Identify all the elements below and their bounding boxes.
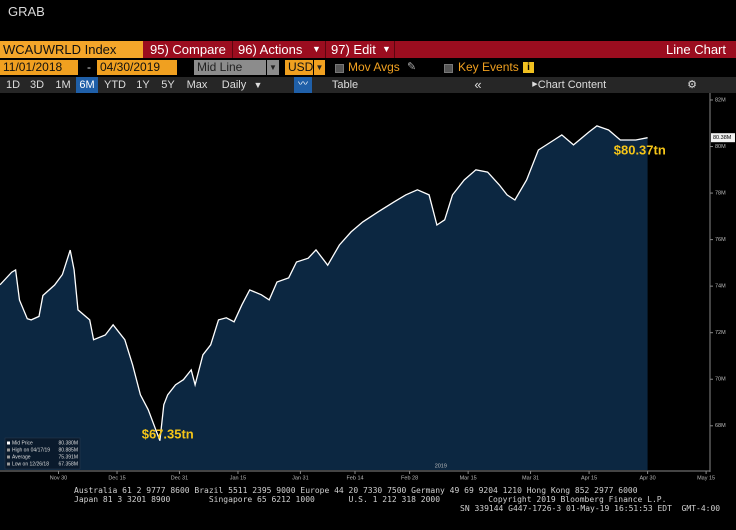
x-tick-label: Feb 28 (401, 475, 418, 481)
dropdown-arrow: ▼ (382, 44, 391, 54)
period-button[interactable]: 1D (5, 79, 21, 91)
legend-value: 67.358M (59, 461, 78, 467)
legend-swatch (7, 441, 10, 445)
y-tick-label: 70M (715, 377, 726, 383)
last-value-tag (711, 133, 735, 143)
x-tick-label: Dec 31 (171, 475, 188, 481)
legend-swatch (7, 448, 10, 452)
footer-line: Japan 81 3 3201 8900 Singapore 65 6212 1… (74, 495, 667, 504)
view-name: Line Chart (666, 42, 726, 57)
checkbox[interactable] (444, 64, 453, 73)
price-line (0, 125, 648, 441)
dropdown-arrow: ▼ (312, 44, 321, 54)
command-bar: WCAUWRLD Index 95) Compare 96) Actions ▼… (0, 41, 736, 58)
x-tick-label: Dec 15 (108, 475, 125, 481)
y-tick-label: 80M (715, 144, 726, 150)
legend-swatch (7, 455, 10, 459)
legend-label: Average (12, 454, 31, 460)
legend-box (4, 437, 81, 470)
legend-label: Mid Price (12, 440, 33, 446)
period-button[interactable]: 1M (55, 79, 71, 91)
period-button[interactable]: 5Y (161, 79, 175, 91)
end-date[interactable]: 04/30/2019 (97, 60, 177, 75)
legend-value: 80.380M (59, 440, 78, 446)
footer-line: SN 339144 G447-1726-3 01-May-19 16:51:53… (460, 504, 721, 513)
content-arrow: ▶ (532, 81, 538, 88)
y-tick-label: 74M (715, 284, 726, 290)
currency[interactable]: USD (285, 60, 313, 75)
chart: 68M 70M 72M 74M 76M 78M 80M 82M Nov 30 Dec 15 Dec … (0, 93, 735, 481)
menu-edit[interactable]: 97) Edit (331, 42, 376, 57)
x-tick-label: May 15 (697, 475, 715, 481)
collapse-button[interactable]: « (474, 77, 482, 92)
x-tick-label: Mar 31 (522, 475, 539, 481)
legend-value: 75.391M (59, 454, 78, 460)
period-button[interactable]: 6M (76, 77, 98, 93)
table-button[interactable]: Table (331, 79, 359, 91)
line-icon[interactable]: 〰 (294, 77, 312, 93)
menu-compare[interactable]: 95) Compare (150, 42, 226, 57)
chart-content[interactable]: Chart Content (537, 79, 607, 91)
y-tick-label: 82M (715, 97, 726, 103)
period-button[interactable]: Max (186, 79, 208, 91)
legend-label: Low on 12/26/18 (12, 461, 49, 467)
y-tick-label: 78M (715, 191, 726, 197)
toolbar: 1D 3D 1M 6M YTD 1Y 5Y Max Daily ▼ 〰 Table « Chart Con… (0, 77, 736, 93)
checkbox[interactable] (335, 64, 344, 73)
mov-avgs[interactable]: Mov Avgs (348, 60, 400, 74)
footer-line: Australia 61 2 9777 8600 Brazil 5511 239… (74, 486, 638, 495)
x-tick-label: Apr 30 (639, 475, 655, 481)
annotation: $67.35tn (142, 427, 194, 442)
frequency[interactable]: Daily (221, 79, 247, 91)
period-button[interactable]: YTD (104, 79, 126, 91)
key-events[interactable]: Key Events (458, 60, 519, 74)
menu-actions[interactable]: 96) Actions (238, 42, 303, 57)
legend-swatch (7, 462, 10, 466)
price-type[interactable]: Mid Line (194, 60, 266, 75)
date-separator: - (87, 60, 91, 74)
x-tick-label: Jan 31 (292, 475, 309, 481)
dropdown-arrow[interactable]: ▼ (314, 60, 325, 75)
info-icon[interactable]: i (523, 62, 534, 73)
separator (394, 41, 395, 58)
settings-bar: 11/01/2018 - 04/30/2019 Mid Line ▼ USD ▼… (0, 60, 736, 76)
separator (232, 41, 233, 58)
y-tick-label: 72M (715, 330, 726, 336)
period-button[interactable]: 3D (29, 79, 45, 91)
legend-value: 80.885M (59, 447, 78, 453)
x-tick-label: Feb 14 (346, 475, 363, 481)
x-tick-label: Mar 15 (460, 475, 477, 481)
dropdown-arrow[interactable]: ▼ (253, 80, 263, 90)
window-title: GRAB (8, 4, 45, 19)
ticker[interactable]: WCAUWRLD Index (0, 41, 143, 58)
legend-label: High on 04/17/19 (12, 447, 50, 453)
x-tick-label: Apr 15 (581, 475, 597, 481)
x-tick-label: Jan 15 (230, 475, 247, 481)
separator (325, 41, 326, 58)
start-date[interactable]: 11/01/2018 (0, 60, 78, 75)
annotation: $80.37tn (614, 143, 666, 158)
pencil-icon[interactable]: ✎ (407, 61, 417, 73)
y-tick-label: 76M (715, 237, 726, 243)
y-tick-label: 68M (715, 423, 726, 429)
period-button[interactable]: 1Y (136, 79, 150, 91)
area-fill (0, 125, 648, 471)
last-value-label: 80.38M (713, 135, 732, 141)
year-label: 2019 (435, 463, 447, 469)
x-tick-label: Nov 30 (50, 475, 67, 481)
dropdown-arrow[interactable]: ▼ (267, 60, 279, 75)
gear-icon[interactable]: ⚙ (687, 79, 697, 91)
